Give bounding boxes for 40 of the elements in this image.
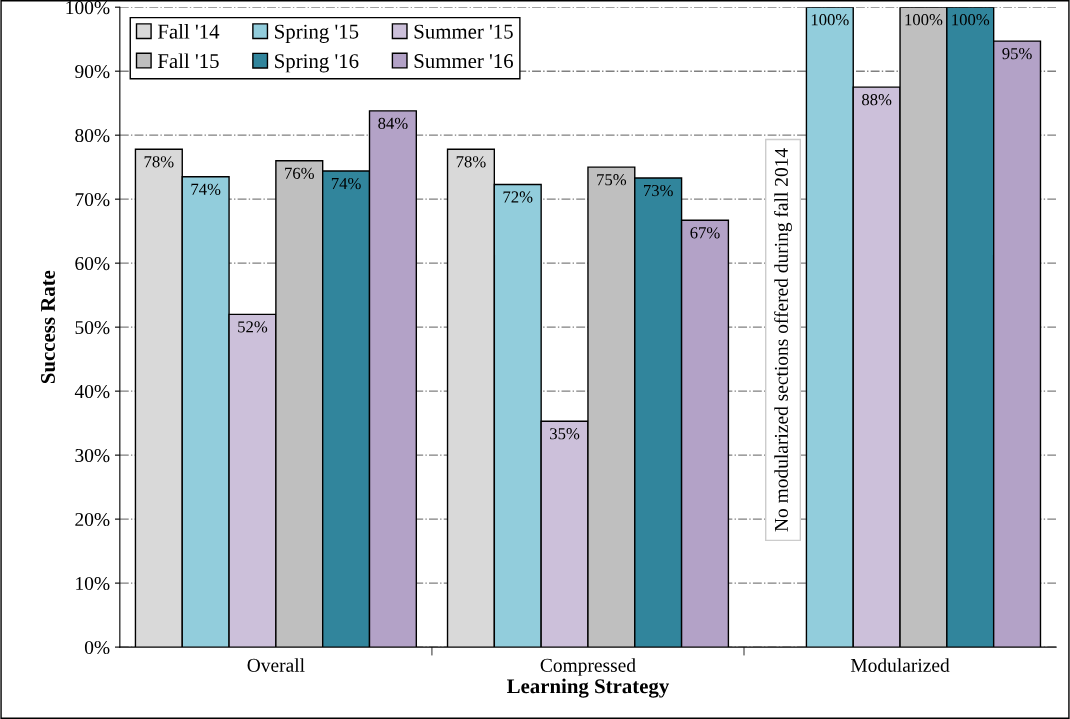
data-label: 75% xyxy=(597,174,627,186)
data-label: 35% xyxy=(550,428,580,440)
y-tick-label: 80% xyxy=(75,128,110,143)
x-tick-label: Overall xyxy=(247,658,305,672)
data-label: 72% xyxy=(503,191,533,203)
data-label: 73% xyxy=(644,184,673,197)
data-label: 74% xyxy=(331,177,361,190)
data-label: 76% xyxy=(285,167,314,179)
legend-label: Summer '16 xyxy=(414,54,513,69)
legend-label: Fall '15 xyxy=(157,53,219,69)
data-label: 100% xyxy=(905,14,943,26)
legend-label: Spring '15 xyxy=(275,24,359,43)
data-label: 95% xyxy=(1002,47,1032,60)
y-tick-label: 60% xyxy=(75,256,110,271)
legend-label: Fall '14 xyxy=(157,23,220,39)
data-label: 78% xyxy=(456,156,486,168)
annotation: No modularized sections offered during fall 2014 xyxy=(774,148,792,532)
legend-label: Summer '15 xyxy=(414,24,513,39)
y-tick-label: 30% xyxy=(75,448,110,463)
x-tick-label: Modularized xyxy=(850,658,950,672)
data-label: 78% xyxy=(144,156,174,168)
y-axis-title: Success Rate xyxy=(40,270,56,384)
y-tick-label: 0% xyxy=(84,640,110,655)
y-tick-label: 90% xyxy=(75,65,110,79)
x-axis-title: Learning Strategy xyxy=(507,678,670,698)
data-label: 52% xyxy=(238,321,268,333)
y-tick-label: 50% xyxy=(75,320,110,335)
y-tick-label: 40% xyxy=(74,384,110,399)
y-tick-label: 10% xyxy=(76,576,110,591)
data-label: 100% xyxy=(952,14,990,26)
legend-label: Spring '16 xyxy=(275,54,359,73)
y-tick-label: 20% xyxy=(75,512,110,527)
data-label: 74% xyxy=(191,183,221,195)
data-label: 84% xyxy=(378,117,408,130)
data-label: 67% xyxy=(690,227,720,239)
data-label: 88% xyxy=(862,94,892,106)
y-tick-label: 100% xyxy=(66,1,110,15)
y-tick-label: 70% xyxy=(75,192,110,207)
data-label: 100% xyxy=(811,14,849,26)
x-tick-label: Compressed xyxy=(540,658,636,676)
